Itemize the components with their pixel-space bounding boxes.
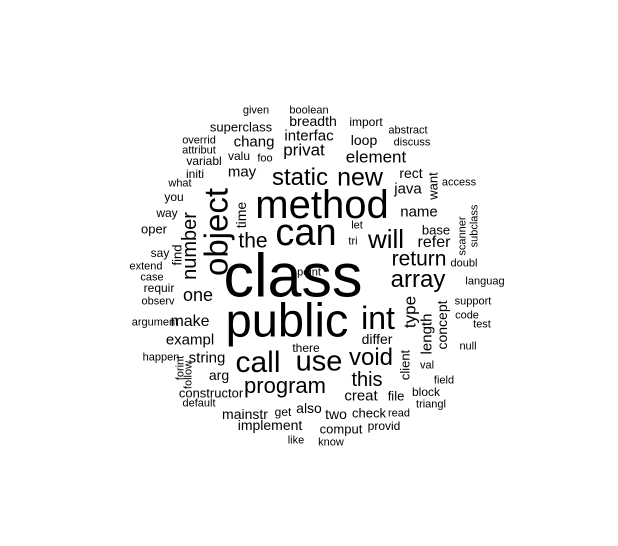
word-way: way xyxy=(156,206,178,220)
word-read: read xyxy=(387,407,411,420)
word-subclass: subclass xyxy=(468,204,481,248)
word-what: what xyxy=(168,177,192,190)
word-class: class xyxy=(223,241,363,310)
word-name: name xyxy=(400,203,438,221)
word-say: say xyxy=(150,246,170,260)
word-type: type xyxy=(400,295,420,329)
word-superclass: superclass xyxy=(209,119,273,135)
word-variabl: variabl xyxy=(186,154,222,168)
word-attribut: attribut xyxy=(182,144,216,157)
word-use: use xyxy=(295,345,343,378)
word-extend: extend xyxy=(129,260,163,273)
word-can: can xyxy=(275,212,337,254)
word-time: time xyxy=(233,201,249,229)
word-creat: creat xyxy=(344,387,378,405)
word-given: given xyxy=(242,104,270,117)
word-int: int xyxy=(361,300,395,336)
word-also: also xyxy=(296,400,322,416)
word-return: return xyxy=(391,247,447,271)
word-object: object xyxy=(197,187,235,277)
word-may: may xyxy=(227,163,257,181)
word-want: want xyxy=(425,172,441,200)
word-comput: comput xyxy=(319,421,363,437)
word-base: base xyxy=(421,222,451,238)
word-discuss: discuss xyxy=(393,136,431,149)
word-implement: implement xyxy=(237,417,303,433)
word-void: void xyxy=(348,344,394,371)
word-this: this xyxy=(351,369,383,391)
word-constructor: constructor xyxy=(178,385,244,401)
word-length: length xyxy=(418,313,436,355)
word-file: file xyxy=(387,388,405,404)
word-happen: happen xyxy=(142,351,180,364)
word-import: import xyxy=(349,115,383,129)
word-new: new xyxy=(337,163,383,192)
word-observ: observ xyxy=(141,295,175,308)
word-initi: initi xyxy=(185,167,205,181)
word-overrid: overrid xyxy=(182,134,216,147)
word-null: null xyxy=(459,340,477,353)
word-public: public xyxy=(225,293,349,347)
word-you: you xyxy=(164,190,184,204)
word-scanner: scanner xyxy=(456,216,469,256)
word-array: array xyxy=(390,266,446,293)
word-chang: chang xyxy=(233,133,275,151)
word-string: string xyxy=(188,349,226,367)
word-argument: argument xyxy=(131,316,179,329)
word-access: access xyxy=(441,176,477,189)
word-foo: foo xyxy=(257,152,273,165)
word-tri: tri xyxy=(348,235,358,248)
word-method: method xyxy=(255,183,389,227)
word-refer: refer xyxy=(417,234,451,251)
word-default: default xyxy=(182,397,216,410)
word-differ: differ xyxy=(361,331,393,347)
word-languag: languag xyxy=(465,275,505,288)
word-valu: valu xyxy=(227,149,251,163)
word-element: element xyxy=(345,147,407,167)
word-field: field xyxy=(433,374,455,387)
word-concept: concept xyxy=(434,300,450,350)
word-one: one xyxy=(182,285,214,305)
word-call: call xyxy=(235,346,281,379)
word-two: two xyxy=(325,406,347,422)
word-breadth: breadth xyxy=(289,113,337,129)
word-get: get xyxy=(274,405,292,419)
word-find: find xyxy=(169,244,185,266)
word-requir: requir xyxy=(143,281,175,295)
word-static: static xyxy=(271,164,329,191)
word-code: code xyxy=(455,309,479,322)
word-mainstr: mainstr xyxy=(222,406,268,422)
word-arg: arg xyxy=(208,367,230,383)
word-boolean: boolean xyxy=(289,104,329,117)
word-block: block xyxy=(411,385,441,399)
word-doubl: doubl xyxy=(450,257,478,270)
word-check: check xyxy=(352,405,386,421)
word-point: point xyxy=(297,266,321,279)
word-follow: follow xyxy=(182,360,195,390)
word-exampl: exampl xyxy=(165,331,215,349)
word-java: java xyxy=(394,180,422,198)
word-will: will xyxy=(367,224,405,254)
word-let: let xyxy=(351,219,363,232)
word-there: there xyxy=(292,341,320,355)
word-rect: rect xyxy=(399,165,423,181)
word-like: like xyxy=(287,434,305,447)
word-triangl: triangl xyxy=(416,398,446,411)
word-privat: privat xyxy=(283,140,325,160)
word-test: test xyxy=(473,318,491,331)
word-the: the xyxy=(238,229,268,253)
word-make: make xyxy=(170,313,210,330)
word-client: client xyxy=(397,349,413,381)
word-oper: oper xyxy=(140,221,168,237)
word-val: val xyxy=(419,359,435,372)
word-provid: provid xyxy=(367,419,401,433)
word-program: program xyxy=(244,373,326,398)
word-support: support xyxy=(454,295,492,308)
word-abstract: abstract xyxy=(388,124,428,137)
word-loop: loop xyxy=(350,132,378,148)
word-interfac: interfac xyxy=(284,127,334,145)
word-case: case xyxy=(140,271,164,284)
word-know: know xyxy=(318,436,344,449)
